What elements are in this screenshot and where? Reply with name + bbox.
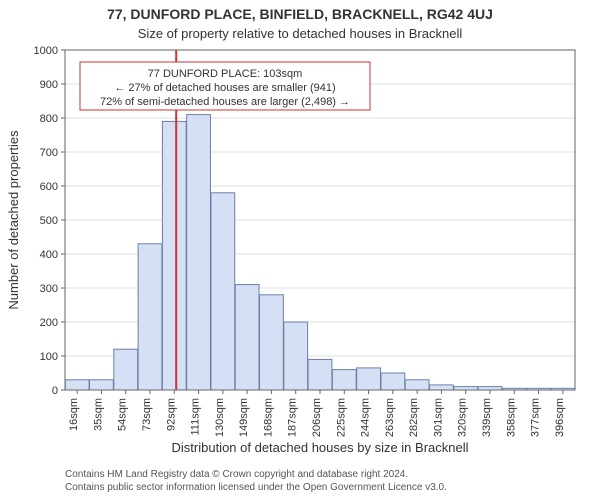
xtick-label: 339sqm [481,398,493,437]
xtick-label: 149sqm [238,398,250,437]
figure: 77, DUNFORD PLACE, BINFIELD, BRACKNELL, … [0,0,600,500]
xtick-label: 35sqm [92,398,104,431]
xtick-label: 54sqm [117,398,129,431]
xtick-label: 244sqm [360,398,372,437]
footer-line-2: Contains public sector information licen… [65,481,447,494]
histogram-bar [90,380,114,390]
histogram-bar [260,295,284,390]
histogram-bar [332,370,356,390]
xtick-label: 16sqm [68,398,80,431]
histogram-bar [478,387,502,390]
xtick-label: 263sqm [384,398,396,437]
ytick-label: 700 [40,147,58,159]
xtick-label: 92sqm [165,398,177,431]
xtick-label: 396sqm [554,398,566,437]
histogram-bar [284,322,308,390]
ytick-label: 800 [40,113,58,125]
histogram-bar [308,359,332,390]
xtick-label: 225sqm [335,398,347,437]
xtick-label: 282sqm [408,398,420,437]
footer: Contains HM Land Registry data © Crown c… [65,468,447,494]
xtick-label: 206sqm [311,398,323,437]
annotation-line: 72% of semi-detached houses are larger (… [100,96,350,108]
xtick-label: 320sqm [457,398,469,437]
xtick-label: 187sqm [287,398,299,437]
ytick-label: 100 [40,351,58,363]
histogram-bar [211,193,235,390]
annotation-line: 77 DUNFORD PLACE: 103sqm [148,68,303,80]
ytick-label: 900 [40,79,58,91]
histogram-bar [381,373,405,390]
histogram-bar [405,380,429,390]
xtick-label: 130sqm [214,398,226,437]
xtick-label: 358sqm [505,398,517,437]
histogram-bar [430,385,454,390]
ytick-label: 200 [40,317,58,329]
xtick-label: 73sqm [141,398,153,431]
xtick-label: 301sqm [432,398,444,437]
xtick-label: 111sqm [190,398,202,436]
x-axis-title: Distribution of detached houses by size … [172,440,469,455]
histogram-bar [114,349,138,390]
histogram-chart: 0 100 200 300 400 500 600 700 800 900 1000 16sqm 35s… [0,0,600,500]
xtick-label: 168sqm [262,398,274,437]
ytick-label: 500 [40,215,58,227]
histogram-bar [162,121,186,390]
histogram-bar [187,115,211,390]
ytick-label: 1000 [34,45,58,57]
footer-line-1: Contains HM Land Registry data © Crown c… [65,468,447,481]
ytick-label: 0 [52,385,58,397]
annotation-line: ← 27% of detached houses are smaller (94… [114,82,335,94]
xtick-label: 377sqm [530,398,542,437]
histogram-bar [138,244,162,390]
y-axis-title: Number of detached properties [6,130,21,310]
histogram-bar [454,387,478,390]
ytick-label: 400 [40,249,58,261]
ytick-label: 600 [40,181,58,193]
histogram-bar [357,368,381,390]
ytick-label: 300 [40,283,58,295]
histogram-bar [65,380,89,390]
histogram-bar [235,285,259,390]
